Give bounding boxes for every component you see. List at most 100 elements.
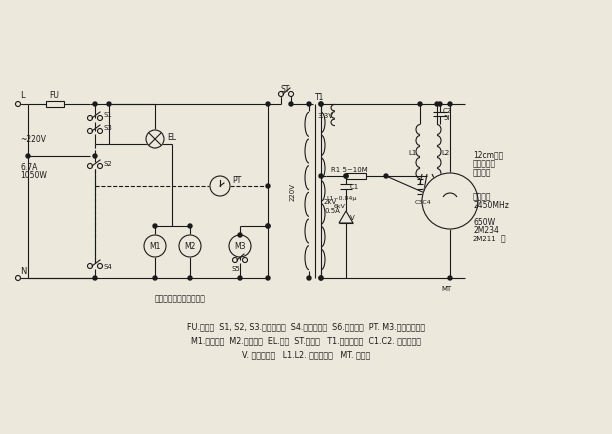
Text: V: V <box>350 214 355 220</box>
Bar <box>46 102 64 108</box>
Circle shape <box>93 276 97 280</box>
Text: EL: EL <box>167 133 176 142</box>
Text: T1: T1 <box>315 92 324 101</box>
Text: 650W: 650W <box>473 218 495 227</box>
Text: M1.转盘电机  M2.风扇电机  EL.炉灯  ST.温控器   T1.高压变压器  C1.C2. 高压电容管: M1.转盘电机 M2.风扇电机 EL.炉灯 ST.温控器 T1.高压变压器 C1… <box>191 336 421 345</box>
Text: C1: C1 <box>350 184 359 190</box>
Circle shape <box>278 92 283 97</box>
Circle shape <box>179 236 201 257</box>
Text: M2: M2 <box>184 242 196 251</box>
Circle shape <box>266 103 270 107</box>
Circle shape <box>26 155 30 159</box>
Text: 波磁控管: 波磁控管 <box>473 168 491 177</box>
Circle shape <box>97 264 102 269</box>
Circle shape <box>266 184 270 188</box>
Circle shape <box>153 224 157 228</box>
Text: 0.5A: 0.5A <box>324 207 340 214</box>
Circle shape <box>384 174 388 178</box>
Circle shape <box>97 164 102 169</box>
Circle shape <box>88 116 92 121</box>
Circle shape <box>319 103 323 107</box>
Text: R1 5~10M: R1 5~10M <box>331 167 368 173</box>
Polygon shape <box>339 211 353 224</box>
Circle shape <box>319 276 323 280</box>
Circle shape <box>266 224 270 228</box>
Text: 1050W: 1050W <box>20 170 47 179</box>
Text: S3: S3 <box>103 125 112 131</box>
Circle shape <box>344 174 348 178</box>
Bar <box>346 174 366 180</box>
Circle shape <box>97 129 102 134</box>
Circle shape <box>144 236 166 257</box>
Text: 微波输出: 微波输出 <box>473 192 491 201</box>
Circle shape <box>288 92 294 97</box>
Text: PT: PT <box>232 176 241 185</box>
Text: MT: MT <box>441 285 451 291</box>
Circle shape <box>242 258 247 263</box>
Text: 2M234: 2M234 <box>473 226 499 235</box>
Text: FU: FU <box>49 91 59 100</box>
Circle shape <box>438 103 442 107</box>
Circle shape <box>418 103 422 107</box>
Circle shape <box>88 129 92 134</box>
Bar <box>346 174 366 180</box>
Text: 型: 型 <box>501 234 506 243</box>
Circle shape <box>188 224 192 228</box>
Circle shape <box>319 174 323 178</box>
Text: 5I: 5I <box>443 115 449 121</box>
Bar <box>46 102 64 108</box>
Text: N: N <box>20 266 26 275</box>
Text: 220V: 220V <box>290 183 296 201</box>
Circle shape <box>307 103 311 107</box>
Text: 直热式连续: 直热式连续 <box>473 159 496 168</box>
Circle shape <box>188 276 192 280</box>
Text: S5: S5 <box>231 265 241 271</box>
Circle shape <box>229 236 251 257</box>
Text: C2: C2 <box>443 108 452 114</box>
Text: 2450MHz: 2450MHz <box>473 201 509 210</box>
Text: L2: L2 <box>441 150 449 156</box>
Text: C3C4: C3C4 <box>415 200 431 205</box>
Text: 6.7A: 6.7A <box>20 162 37 171</box>
Text: 2kV: 2kV <box>324 198 337 204</box>
Circle shape <box>153 276 157 280</box>
Text: 12cm波长: 12cm波长 <box>473 150 503 159</box>
Circle shape <box>238 233 242 237</box>
Circle shape <box>107 103 111 107</box>
Text: ST: ST <box>280 84 289 93</box>
Text: FU.熔断器  S1, S2, S3.门联锁开关  S4.定时器开关  S6.火力开关  PT. M3.定时火力电机: FU.熔断器 S1, S2, S3.门联锁开关 S4.定时器开关 S6.火力开关… <box>187 322 425 331</box>
Circle shape <box>319 103 323 107</box>
Circle shape <box>88 264 92 269</box>
Text: 6kV: 6kV <box>334 204 346 209</box>
Circle shape <box>15 102 20 107</box>
Circle shape <box>289 103 293 107</box>
Circle shape <box>448 276 452 280</box>
Text: S2: S2 <box>103 161 112 167</box>
Circle shape <box>448 103 452 107</box>
Text: （图中炉门为开启状态）: （图中炉门为开启状态） <box>155 294 206 303</box>
Circle shape <box>233 258 237 263</box>
Text: V. 高压二极管   L1.L2. 电感阻流圈   MT. 磁控管: V. 高压二极管 L1.L2. 电感阻流圈 MT. 磁控管 <box>242 350 370 358</box>
Circle shape <box>266 276 270 280</box>
Text: L: L <box>20 90 24 99</box>
Circle shape <box>97 116 102 121</box>
Circle shape <box>435 103 439 107</box>
Circle shape <box>344 174 348 178</box>
Circle shape <box>93 103 97 107</box>
Circle shape <box>88 164 92 169</box>
Circle shape <box>238 276 242 280</box>
Text: 2M211: 2M211 <box>473 236 497 241</box>
Text: ~220V: ~220V <box>20 135 46 144</box>
Circle shape <box>15 276 20 281</box>
Circle shape <box>422 174 478 230</box>
Circle shape <box>146 131 164 149</box>
Text: L1: L1 <box>408 150 416 156</box>
Text: S1: S1 <box>103 112 112 118</box>
Text: 3.3V: 3.3V <box>317 113 333 119</box>
Circle shape <box>266 224 270 228</box>
Text: L1~0.84μ: L1~0.84μ <box>326 196 356 201</box>
Circle shape <box>319 276 323 280</box>
Circle shape <box>93 155 97 159</box>
Text: M3: M3 <box>234 242 246 251</box>
Text: M1: M1 <box>149 242 161 251</box>
